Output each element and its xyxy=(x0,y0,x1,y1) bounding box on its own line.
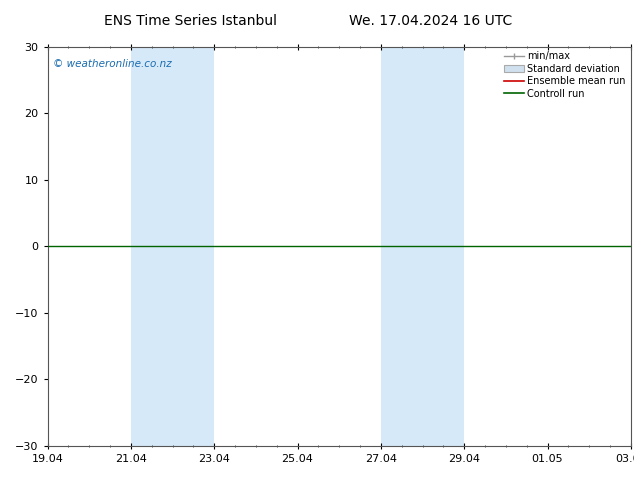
Bar xyxy=(131,47,214,446)
Text: We. 17.04.2024 16 UTC: We. 17.04.2024 16 UTC xyxy=(349,14,513,28)
Text: ENS Time Series Istanbul: ENS Time Series Istanbul xyxy=(104,14,276,28)
Text: © weatheronline.co.nz: © weatheronline.co.nz xyxy=(53,58,172,69)
Bar xyxy=(381,47,464,446)
Legend: min/max, Standard deviation, Ensemble mean run, Controll run: min/max, Standard deviation, Ensemble me… xyxy=(502,49,628,100)
